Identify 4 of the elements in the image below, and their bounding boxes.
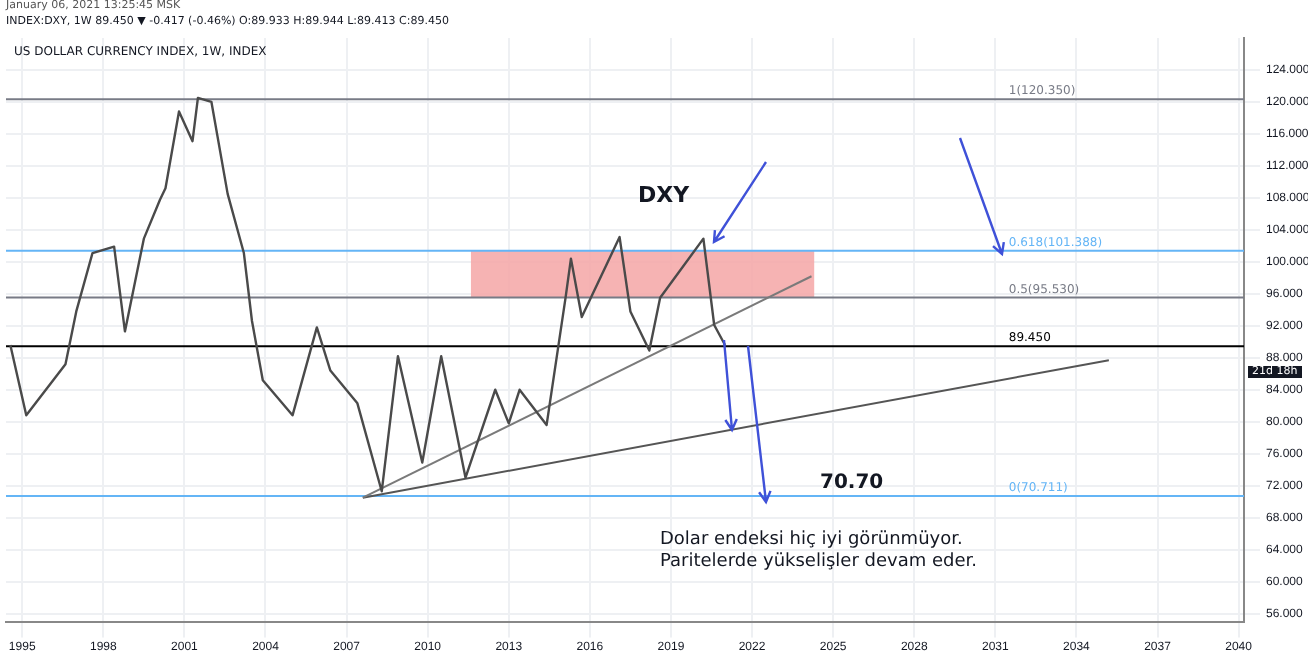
annotation: 70.70 (820, 472, 884, 494)
annotation: Dolar endeksi hiç iyi görünmüyor. (660, 530, 963, 550)
annotation: Paritelerde yükselişler devam eder. (660, 552, 977, 572)
annotation: DXY (638, 182, 690, 208)
